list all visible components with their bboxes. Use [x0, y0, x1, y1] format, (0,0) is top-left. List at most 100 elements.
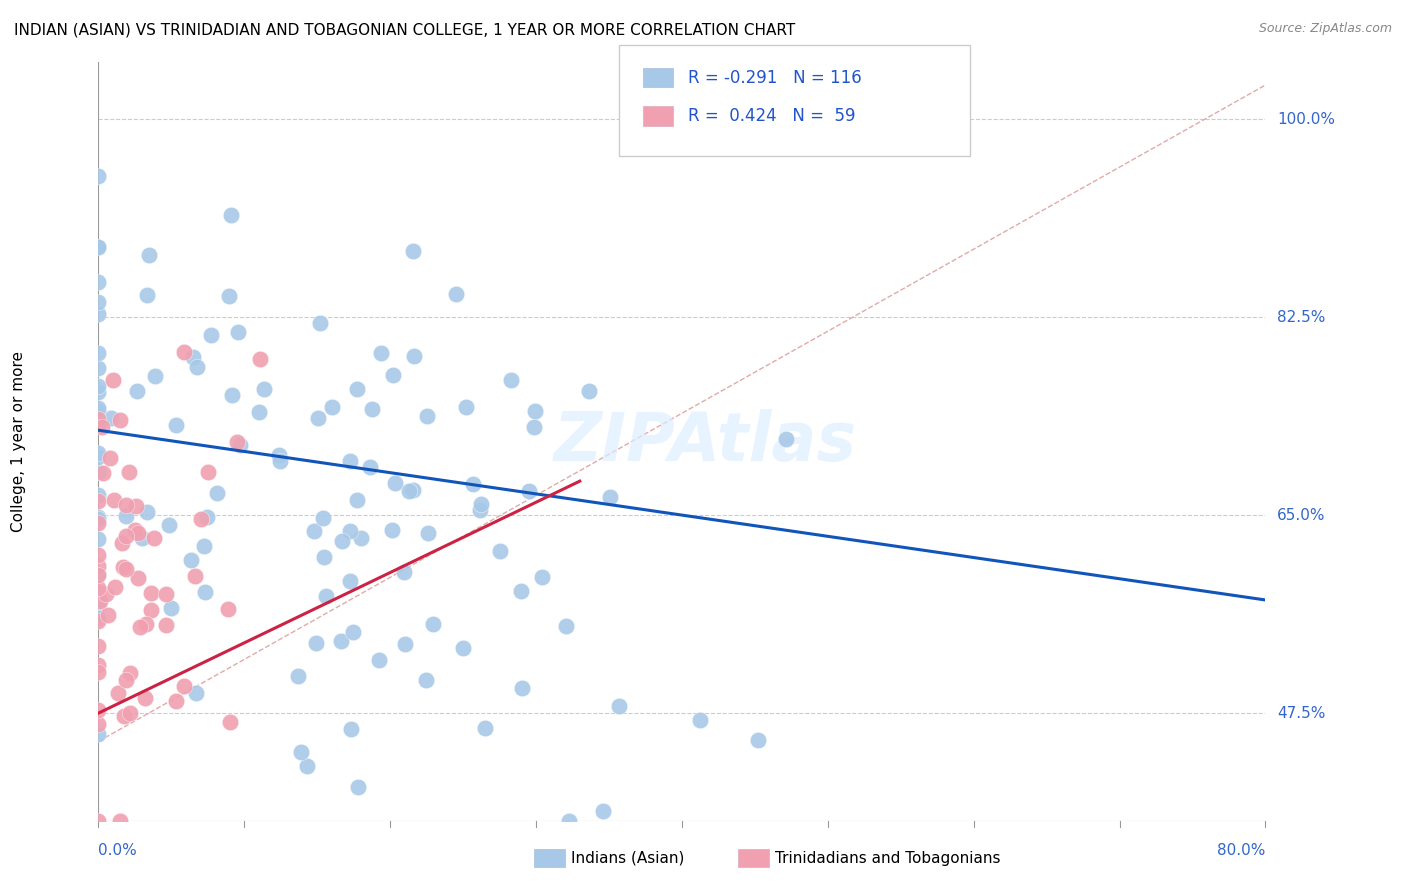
- Point: [125, 499, 148, 513]
- Point: [129, 620, 152, 634]
- Point: [402, 349, 425, 363]
- Point: [186, 359, 208, 374]
- Point: [422, 616, 444, 631]
- Point: [402, 483, 425, 497]
- Point: [509, 583, 531, 598]
- Point: [111, 560, 134, 574]
- Point: [165, 694, 187, 708]
- Point: [87, 610, 110, 624]
- Point: [87, 465, 110, 479]
- Point: [339, 524, 361, 538]
- Point: [97, 608, 120, 623]
- Point: [110, 536, 132, 550]
- Point: [194, 584, 217, 599]
- Point: [87, 384, 110, 399]
- Point: [315, 589, 337, 603]
- Point: [87, 512, 110, 526]
- Point: [347, 780, 370, 794]
- Point: [91, 467, 114, 481]
- Point: [108, 814, 131, 828]
- Text: 80.0%: 80.0%: [1218, 843, 1265, 858]
- Point: [87, 703, 110, 717]
- Point: [159, 601, 181, 615]
- Point: [367, 653, 389, 667]
- Point: [112, 709, 135, 723]
- Point: [510, 681, 533, 695]
- Point: [219, 207, 242, 221]
- Point: [127, 526, 149, 541]
- Point: [127, 571, 149, 585]
- Point: [87, 294, 110, 309]
- Point: [107, 686, 129, 700]
- Point: [173, 344, 195, 359]
- Point: [228, 325, 250, 339]
- Point: [181, 351, 204, 365]
- Point: [330, 534, 353, 549]
- Point: [131, 531, 153, 545]
- Point: [87, 510, 110, 524]
- Point: [381, 368, 404, 382]
- Point: [134, 691, 156, 706]
- Point: [392, 565, 415, 579]
- Point: [578, 384, 600, 399]
- Point: [114, 529, 136, 543]
- Point: [87, 658, 110, 673]
- Point: [94, 587, 117, 601]
- Point: [87, 240, 110, 254]
- Point: [87, 493, 110, 508]
- Point: [346, 382, 368, 396]
- Point: [200, 327, 222, 342]
- Text: Source: ZipAtlas.com: Source: ZipAtlas.com: [1258, 22, 1392, 36]
- Point: [135, 505, 157, 519]
- Point: [87, 446, 110, 460]
- Point: [339, 453, 361, 467]
- Point: [360, 402, 382, 417]
- Point: [370, 346, 392, 360]
- Point: [135, 287, 157, 301]
- Point: [114, 673, 136, 687]
- Point: [87, 412, 110, 426]
- Point: [115, 498, 138, 512]
- Point: [127, 384, 149, 399]
- Point: [87, 559, 110, 574]
- Point: [87, 665, 110, 679]
- Point: [555, 618, 578, 632]
- Text: Trinidadians and Tobagonians: Trinidadians and Tobagonians: [775, 851, 1000, 865]
- Point: [87, 417, 110, 431]
- Text: 47.5%: 47.5%: [1277, 706, 1326, 721]
- Point: [87, 598, 110, 612]
- Point: [118, 706, 141, 721]
- Point: [135, 616, 157, 631]
- Text: College, 1 year or more: College, 1 year or more: [11, 351, 25, 532]
- Point: [221, 388, 243, 402]
- Point: [308, 316, 330, 330]
- Point: [155, 587, 177, 601]
- Text: R = -0.291   N = 116: R = -0.291 N = 116: [688, 69, 862, 87]
- Point: [217, 602, 239, 616]
- Point: [87, 639, 110, 653]
- Point: [219, 715, 242, 730]
- Point: [120, 666, 142, 681]
- Text: 65.0%: 65.0%: [1277, 508, 1326, 523]
- Point: [558, 814, 581, 828]
- Point: [143, 531, 166, 545]
- Point: [87, 275, 110, 289]
- Point: [87, 581, 110, 595]
- Point: [346, 493, 368, 508]
- Point: [87, 615, 110, 629]
- Point: [100, 411, 122, 425]
- Point: [307, 411, 329, 425]
- Point: [267, 448, 290, 462]
- Point: [747, 732, 769, 747]
- Point: [87, 307, 110, 321]
- Point: [114, 562, 136, 576]
- Point: [118, 465, 141, 479]
- Point: [87, 567, 110, 582]
- Text: Indians (Asian): Indians (Asian): [571, 851, 685, 865]
- Point: [143, 368, 166, 383]
- Point: [489, 544, 512, 558]
- Point: [342, 625, 364, 640]
- Point: [290, 745, 312, 759]
- Point: [87, 346, 110, 360]
- Point: [607, 699, 630, 714]
